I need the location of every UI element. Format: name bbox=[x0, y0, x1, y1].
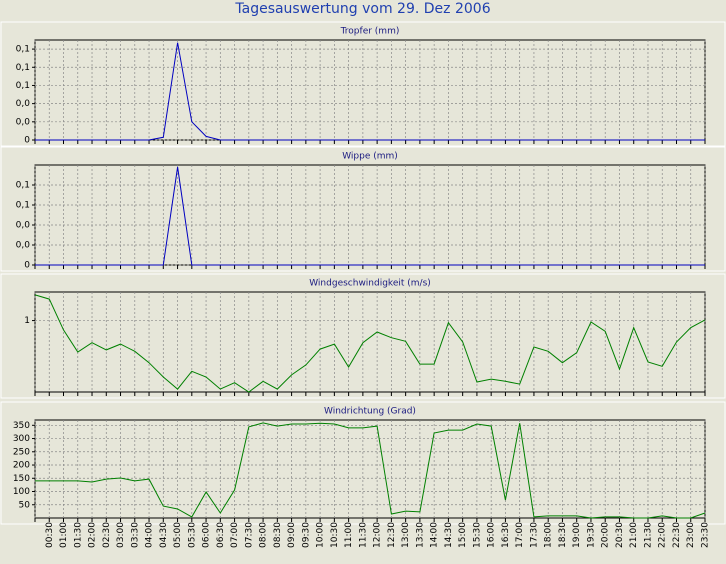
x-tick-label: 20:30 bbox=[615, 522, 625, 548]
data-line bbox=[35, 422, 706, 519]
x-tick-label: 22:30 bbox=[672, 522, 682, 548]
panel-title: Tropfer (mm) bbox=[340, 27, 400, 37]
data-line bbox=[34, 294, 706, 393]
x-tick-label: 17:00 bbox=[515, 522, 525, 548]
x-tick-label: 04:30 bbox=[159, 522, 169, 548]
x-tick-label: 06:30 bbox=[216, 522, 226, 548]
x-tick-label: 16:30 bbox=[501, 522, 511, 548]
y-tick-label: 0,0 bbox=[16, 241, 31, 251]
x-tick-label: 10:30 bbox=[330, 522, 340, 548]
x-tick-label: 13:00 bbox=[401, 522, 411, 548]
y-tick-label: 0,0 bbox=[16, 117, 31, 127]
x-tick-label: 14:30 bbox=[444, 522, 454, 548]
x-tick-label: 10:00 bbox=[316, 522, 326, 548]
x-tick-label: 23:30 bbox=[701, 522, 711, 548]
x-tick-label: 07:00 bbox=[230, 522, 240, 548]
x-tick-label: 07:30 bbox=[244, 522, 254, 548]
data-line bbox=[35, 166, 705, 266]
x-tick-label: 09:30 bbox=[301, 522, 311, 548]
x-tick-label: 02:30 bbox=[102, 522, 112, 548]
x-tick-label: 17:30 bbox=[529, 522, 539, 548]
x-tick-label: 18:00 bbox=[544, 522, 554, 548]
x-tick-label: 08:00 bbox=[259, 522, 269, 548]
x-tick-label: 11:30 bbox=[358, 522, 368, 548]
x-tick-label: 23:00 bbox=[686, 522, 696, 548]
x-tick-label: 21:30 bbox=[644, 522, 654, 548]
panel-frame bbox=[0, 401, 726, 525]
x-tick-label: 22:00 bbox=[658, 522, 668, 548]
y-tick-label: 1 bbox=[24, 316, 30, 326]
x-tick-label: 05:00 bbox=[173, 522, 183, 548]
y-tick-label: 250 bbox=[13, 447, 30, 457]
x-tick-label: 04:00 bbox=[145, 522, 155, 548]
y-tick-label: 50 bbox=[19, 500, 31, 510]
y-tick-label: 0,1 bbox=[16, 63, 30, 73]
x-tick-label: 20:00 bbox=[601, 522, 611, 548]
y-tick-label: 350 bbox=[13, 421, 30, 431]
y-tick-label: 0,0 bbox=[16, 99, 31, 109]
x-tick-label: 15:30 bbox=[472, 522, 482, 548]
x-tick-label: 19:30 bbox=[587, 522, 597, 548]
panel-frame bbox=[0, 273, 726, 399]
data-line bbox=[35, 42, 705, 141]
x-tick-label: 00:30 bbox=[45, 522, 55, 548]
x-tick-label: 03:30 bbox=[130, 522, 140, 548]
x-tick-label: 14:00 bbox=[430, 522, 440, 548]
x-tick-label: 12:30 bbox=[387, 522, 397, 548]
panel-title: Windrichtung (Grad) bbox=[324, 407, 416, 417]
x-tick-label: 15:00 bbox=[458, 522, 468, 548]
x-tick-label: 03:00 bbox=[116, 522, 126, 548]
x-tick-label: 08:30 bbox=[273, 522, 283, 548]
x-tick-label: 12:00 bbox=[373, 522, 383, 548]
x-tick-label: 16:00 bbox=[487, 522, 497, 548]
y-tick-label: 0,1 bbox=[16, 81, 30, 91]
y-tick-label: 300 bbox=[13, 434, 30, 444]
x-tick-label: 02:00 bbox=[88, 522, 98, 548]
panel-title: Wippe (mm) bbox=[342, 152, 398, 162]
panel-frame bbox=[0, 21, 726, 147]
y-tick-label: 0,1 bbox=[16, 45, 30, 55]
y-tick-label: 0 bbox=[24, 136, 30, 146]
x-tick-label: 18:30 bbox=[558, 522, 568, 548]
y-tick-label: 150 bbox=[13, 474, 30, 484]
panel-frame bbox=[0, 146, 726, 272]
x-tick-label: 01:00 bbox=[59, 522, 69, 548]
y-tick-label: 0,0 bbox=[16, 221, 31, 231]
x-tick-label: 13:30 bbox=[415, 522, 425, 548]
x-tick-label: 09:00 bbox=[287, 522, 297, 548]
page-title: Tagesauswertung vom 29. Dez 2006 bbox=[234, 1, 490, 17]
x-tick-label: 06:00 bbox=[202, 522, 212, 548]
x-tick-label: 19:00 bbox=[572, 522, 582, 548]
y-tick-label: 0,1 bbox=[16, 201, 30, 211]
y-tick-label: 200 bbox=[13, 461, 30, 471]
panel-title: Windgeschwindigkeit (m/s) bbox=[309, 279, 431, 289]
x-tick-label: 21:00 bbox=[629, 522, 639, 548]
x-tick-label: 01:30 bbox=[73, 522, 83, 548]
y-tick-label: 100 bbox=[13, 487, 30, 497]
y-tick-label: 0 bbox=[24, 261, 30, 271]
x-tick-label: 11:00 bbox=[344, 522, 354, 548]
y-tick-label: 0,1 bbox=[16, 181, 30, 191]
x-tick-label: 05:30 bbox=[187, 522, 197, 548]
